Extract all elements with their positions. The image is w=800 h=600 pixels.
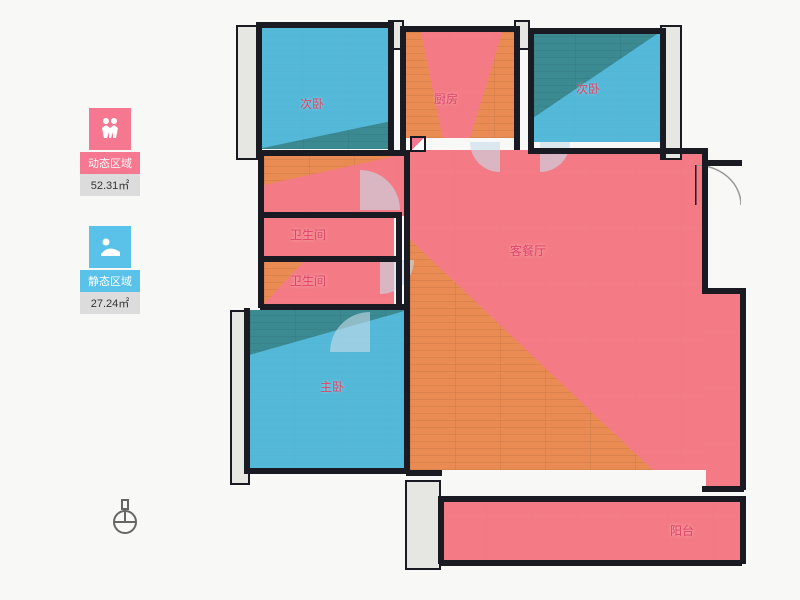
zone-overlay xyxy=(442,500,742,562)
wall-segment xyxy=(260,304,408,310)
exterior-protrusion xyxy=(236,25,258,160)
wall-segment xyxy=(706,160,742,166)
wall-segment xyxy=(258,150,264,216)
wall-segment xyxy=(740,288,746,490)
wall-segment xyxy=(530,28,660,34)
exterior-protrusion xyxy=(405,480,441,570)
compass-icon xyxy=(110,498,140,536)
wall-segment xyxy=(440,496,742,502)
legend-dynamic: 动态区域 52.31㎡ xyxy=(80,108,140,196)
zone-legend: 动态区域 52.31㎡ 静态区域 27.24㎡ xyxy=(80,108,140,344)
wall-segment xyxy=(438,496,444,564)
room-label-bedroom2-left: 次卧 xyxy=(300,95,324,112)
wall-segment xyxy=(396,212,402,308)
wall-segment xyxy=(514,26,520,150)
room-label-bath2: 卫生间 xyxy=(290,272,326,289)
wall-segment xyxy=(702,486,744,492)
wall-segment xyxy=(244,468,408,474)
wall-segment xyxy=(260,256,400,262)
wall-segment xyxy=(528,28,534,152)
wall-segment xyxy=(256,22,262,154)
legend-static-value: 27.24㎡ xyxy=(80,292,140,314)
legend-static: 静态区域 27.24㎡ xyxy=(80,226,140,314)
wall-segment xyxy=(528,148,708,154)
wall-segment xyxy=(740,496,746,564)
room-label-kitchen: 厨房 xyxy=(434,90,458,107)
wall-segment xyxy=(400,26,406,150)
room-label-living: 客餐厅 xyxy=(510,242,546,259)
wall-segment xyxy=(404,150,410,474)
wall-segment xyxy=(404,26,514,32)
zone-overlay xyxy=(264,216,394,258)
room-label-bedroom2-right: 次卧 xyxy=(576,80,600,97)
wall-segment xyxy=(440,560,742,566)
floor-plan: 次卧厨房次卧客餐厅卫生间卫生间主卧阳台 xyxy=(230,20,750,580)
legend-dynamic-label: 动态区域 xyxy=(80,152,140,174)
wall-segment xyxy=(702,288,744,294)
people-icon xyxy=(89,108,131,150)
wall-segment xyxy=(388,22,394,152)
niche-icon xyxy=(410,136,426,152)
wall-segment xyxy=(244,308,250,472)
room-label-master: 主卧 xyxy=(320,378,344,395)
room-label-balcony: 阳台 xyxy=(670,522,694,539)
legend-static-label: 静态区域 xyxy=(80,270,140,292)
zone-overlay xyxy=(706,290,742,490)
wall-segment xyxy=(260,212,400,218)
wall-segment xyxy=(702,148,708,294)
wall-segment xyxy=(406,470,442,476)
wall-segment xyxy=(258,22,388,28)
legend-dynamic-value: 52.31㎡ xyxy=(80,174,140,196)
rest-icon xyxy=(89,226,131,268)
wall-segment xyxy=(660,28,666,160)
room-label-bath1: 卫生间 xyxy=(290,226,326,243)
wall-segment xyxy=(256,150,406,156)
